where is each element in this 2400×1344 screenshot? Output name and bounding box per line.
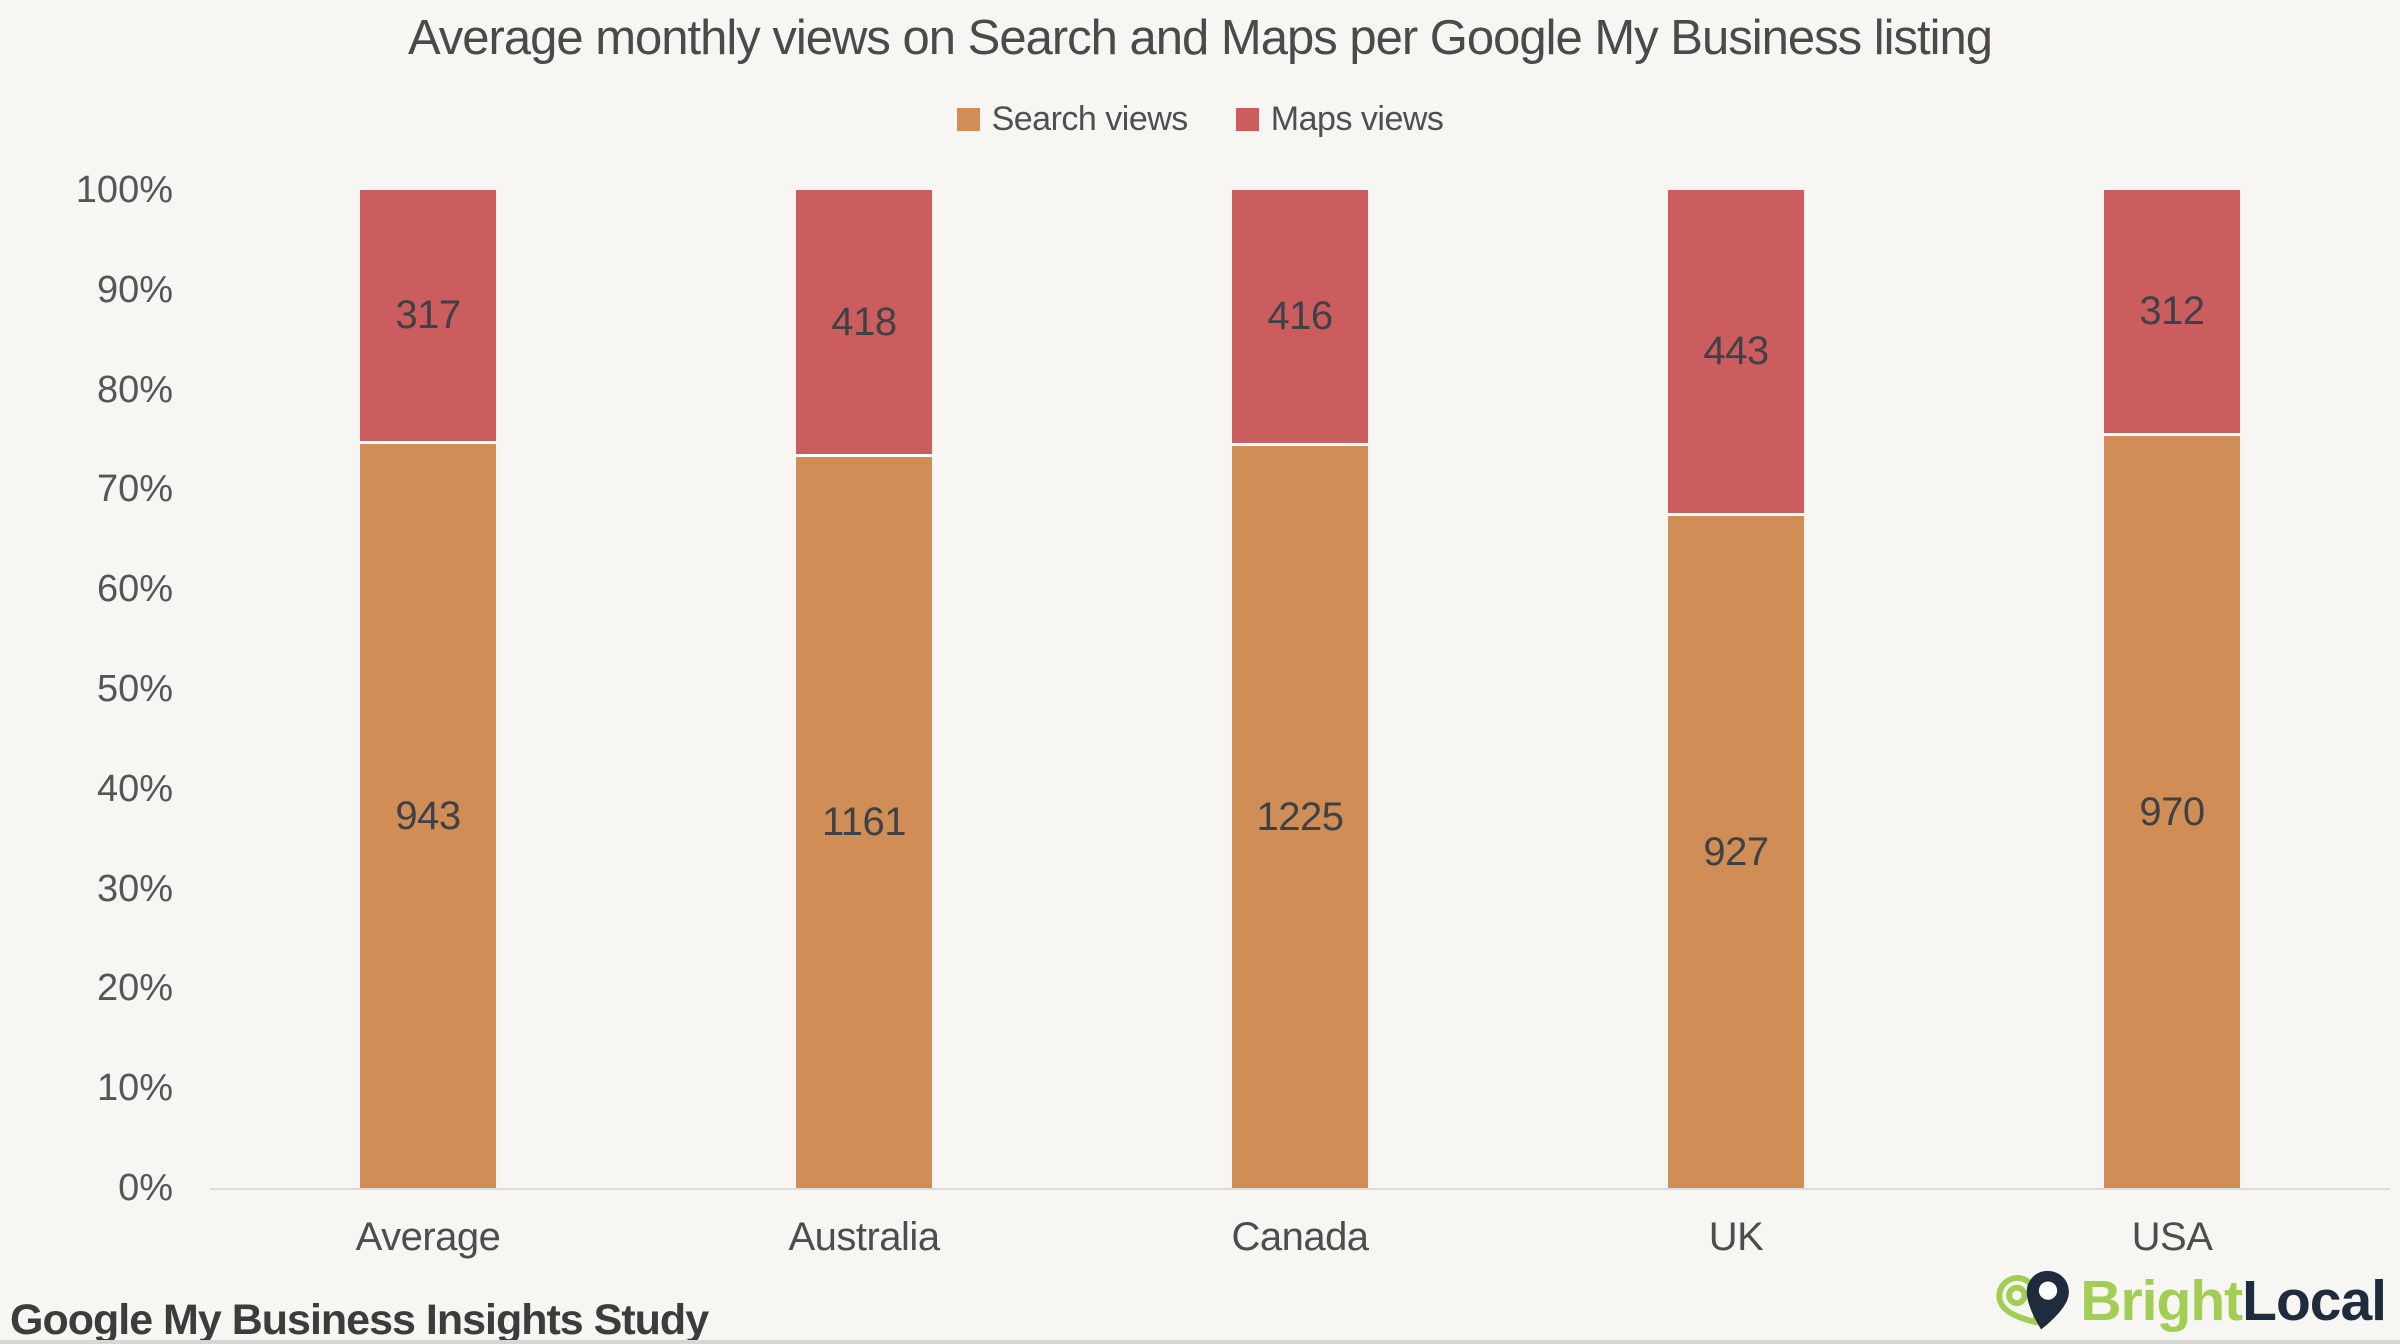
- search-views-segment: 970: [2104, 436, 2240, 1188]
- y-axis-tick-label: 50%: [96, 668, 173, 710]
- bar-usa: 312 970: [2104, 190, 2240, 1188]
- legend-label: Maps views: [1270, 100, 1444, 138]
- legend-label: Search views: [991, 100, 1189, 138]
- bar-uk: 443 927: [1668, 190, 1804, 1188]
- search-views-segment: 927: [1668, 516, 1804, 1188]
- search-views-value: 1225: [1256, 794, 1344, 839]
- brand-local: Local: [2242, 1269, 2387, 1333]
- y-axis-tick-label: 70%: [96, 468, 173, 511]
- maps-views-segment: 418: [796, 190, 932, 454]
- maps-views-segment: 443: [1668, 190, 1804, 513]
- x-axis-label-usa: USA: [2131, 1215, 2213, 1259]
- search-views-value: 970: [2139, 789, 2205, 834]
- maps-views-value: 443: [1703, 329, 1769, 373]
- legend-swatch-icon: [956, 108, 980, 131]
- brightlocal-pin-heart-icon: [1996, 1270, 2070, 1330]
- search-views-value: 943: [395, 793, 461, 838]
- y-axis-tick-label: 40%: [96, 767, 173, 810]
- y-axis-tick-label: 80%: [96, 368, 173, 411]
- segment-divider: [1232, 443, 1368, 446]
- legend-item: Search views: [956, 100, 1189, 139]
- bar-average: 317 943: [360, 190, 496, 1188]
- bar-australia: 418 1161: [796, 190, 932, 1188]
- legend-item: Maps views: [1235, 100, 1444, 139]
- maps-views-segment: 317: [360, 190, 496, 441]
- maps-views-value: 312: [2139, 289, 2205, 333]
- segment-divider: [2104, 433, 2240, 436]
- x-axis-label-canada: Canada: [1231, 1215, 1369, 1259]
- search-views-segment: 1225: [1232, 446, 1368, 1188]
- search-views-segment: 1161: [796, 457, 932, 1188]
- maps-views-segment: 416: [1232, 190, 1368, 443]
- x-axis-label-australia: Australia: [788, 1215, 940, 1259]
- x-axis-line: [210, 1188, 2390, 1190]
- segment-divider: [360, 441, 496, 444]
- y-axis-tick-label: 100%: [75, 169, 173, 211]
- bar-canada: 416 1225: [1232, 190, 1368, 1188]
- brightlocal-logo: BrightLocal: [1992, 1264, 2387, 1338]
- y-axis-labels: 0% 10% 20% 30% 40% 50% 60% 70% 80% 90% 100%: [0, 169, 173, 1209]
- brand-bright: Bright: [2080, 1269, 2243, 1333]
- y-axis-tick-label: 0%: [118, 1167, 173, 1209]
- maps-views-value: 418: [831, 299, 897, 344]
- chart-title: Average monthly views on Search and Maps…: [407, 11, 1993, 65]
- plot-area: 317 943 418 1161 416 1225 443 927 312 970: [210, 190, 2390, 1188]
- x-axis-label-average: Average: [355, 1215, 501, 1259]
- maps-views-segment: 312: [2104, 190, 2240, 433]
- search-views-segment: 943: [360, 444, 496, 1188]
- x-axis-category-labels: Average Australia Canada UK USA: [210, 1215, 2390, 1275]
- segment-divider: [796, 454, 932, 457]
- y-axis-tick-label: 30%: [96, 867, 173, 910]
- y-axis-tick-label: 20%: [96, 967, 173, 1010]
- segment-divider: [1668, 513, 1804, 516]
- legend-swatch-icon: [1235, 108, 1259, 131]
- search-views-value: 1161: [821, 800, 907, 844]
- maps-views-value: 317: [395, 293, 461, 337]
- x-axis-label-uk: UK: [1708, 1215, 1764, 1259]
- source-attribution: Google My Business Insights Study: [10, 1296, 709, 1344]
- y-axis-tick-label: 60%: [96, 568, 173, 611]
- legend: Search views Maps views: [0, 100, 2400, 139]
- brightlocal-wordmark: BrightLocal: [2080, 1268, 2387, 1334]
- y-axis-tick-label: 10%: [96, 1067, 173, 1110]
- bottom-border-line: [0, 1340, 2400, 1344]
- y-axis-tick-label: 90%: [96, 268, 173, 311]
- search-views-value: 927: [1703, 829, 1769, 874]
- maps-views-value: 416: [1267, 294, 1333, 338]
